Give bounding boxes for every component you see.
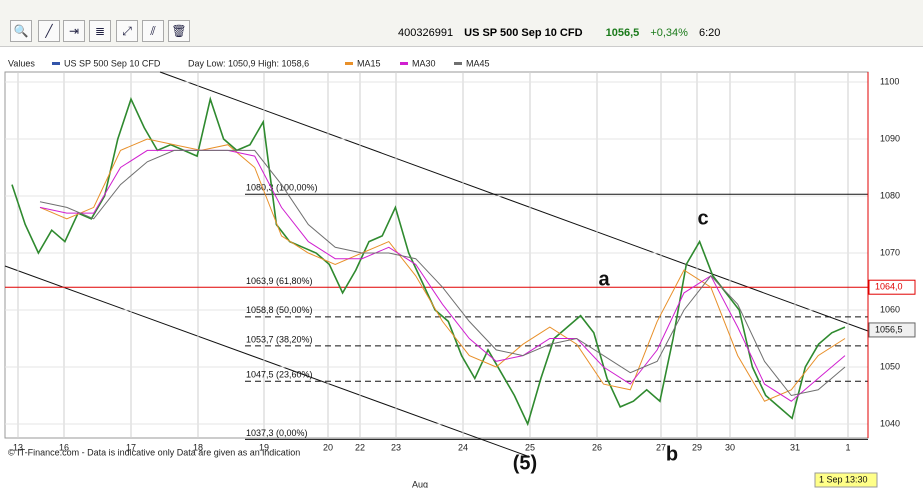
legend-entry: US SP 500 Sep 10 CFD <box>64 58 161 68</box>
y-tick-label: 1060 <box>880 304 900 314</box>
x-tick-label: 29 <box>692 442 702 452</box>
legend-swatch <box>345 62 353 65</box>
x-tick-label: 19 <box>259 442 269 452</box>
x-tick-label: 18 <box>193 442 203 452</box>
last-price-tag <box>868 322 916 338</box>
fib-label: 1063,9 (61,80%) <box>246 276 313 286</box>
x-tick-label: 24 <box>458 442 468 452</box>
x-tick-label: 26 <box>592 442 602 452</box>
x-tick-label: 23 <box>391 442 401 452</box>
trend-line-upper <box>159 71 869 332</box>
instrument: US SP 500 Sep 10 CFD <box>464 27 583 39</box>
time: 6:20 <box>699 27 721 39</box>
y-tick-label: 1080 <box>880 190 900 200</box>
x-tick-label: 17 <box>126 442 136 452</box>
price-tag <box>868 279 916 295</box>
zoom-button[interactable]: 🔍 <box>10 20 32 42</box>
x-tick-label: 22 <box>355 442 365 452</box>
y-tick-label: 1100 <box>880 76 899 86</box>
hline-tool[interactable]: ⇥ <box>63 20 85 42</box>
fib-tool[interactable]: ≣ <box>89 20 111 42</box>
toolbar: 🔍 ╱ ⇥ ≣ ⤢ ⫽ 🗑 400326991 US SP 500 Sep 10… <box>0 0 923 47</box>
x-tick-label: 16 <box>59 442 69 452</box>
x-tick-label: 20 <box>323 442 333 452</box>
x-tick-label: 27 <box>656 442 666 452</box>
legend-entry: MA45 <box>466 58 490 68</box>
header: 400326991 US SP 500 Sep 10 CFD 1056,5 +0… <box>398 27 728 39</box>
x-tick-label: 30 <box>725 442 735 452</box>
chart: 13 16 17 18 19 20 22 23 24 25 26 27 29 30 31 1 Aug 1040 10… <box>4 58 916 488</box>
fib-label: 1053,7 (38,20%) <box>246 334 313 344</box>
wave-label: b <box>666 443 678 465</box>
x-month-label: Aug <box>412 479 428 488</box>
code: 400326991 <box>398 27 454 39</box>
y-tick-label: 1070 <box>880 247 900 257</box>
price: 1056,5 <box>605 27 640 39</box>
price-tag-label: 1064,0 <box>875 282 903 292</box>
footer: © IT-Finance.com - Data is indicative on… <box>8 447 300 457</box>
parallel-tool[interactable]: ⫽ <box>142 20 164 42</box>
x-tick-label: 1 <box>845 442 850 452</box>
ma-line <box>39 149 846 397</box>
legend-day-range: Day Low: 1050,9 High: 1058,6 <box>188 58 309 68</box>
y-tick-label: 1090 <box>880 133 900 143</box>
legend-swatch <box>52 62 60 65</box>
x-tick-label: 31 <box>790 442 800 452</box>
wave-label: c <box>697 207 708 229</box>
ma-line <box>39 138 846 402</box>
line-tool[interactable]: ╱ <box>38 20 60 42</box>
wave-label: (5) <box>513 452 537 474</box>
x-tick-label: 25 <box>525 442 535 452</box>
fib-label: 1058,8 (50,00%) <box>246 305 313 315</box>
y-tick-label: 1050 <box>880 361 900 371</box>
last-price-label: 1056,5 <box>875 324 903 334</box>
delete-button[interactable]: 🗑 <box>168 20 190 42</box>
x-tick-label: 13 <box>13 442 23 452</box>
legend-swatch <box>454 62 462 65</box>
fib-label: 1080,3 (100,00%) <box>246 183 318 193</box>
channel-tool[interactable]: ⤢ <box>116 20 138 42</box>
last-time-label: 1 Sep 13:30 <box>819 474 868 484</box>
wave-label: a <box>598 268 610 290</box>
legend-entry: MA30 <box>412 58 436 68</box>
legend-title: Values <box>8 58 35 68</box>
change: +0,34% <box>650 27 688 39</box>
y-tick-label: 1040 <box>880 418 900 428</box>
price-line-series <box>11 96 846 427</box>
trend-line-lower <box>4 265 531 458</box>
last-time-tag <box>814 472 878 488</box>
legend-swatch <box>400 62 408 65</box>
fib-label: 1037,3 (0,00%) <box>246 428 308 438</box>
legend-entry: MA15 <box>357 58 381 68</box>
plot-frame <box>4 71 869 439</box>
fib-label: 1047,5 (23,60%) <box>246 370 313 380</box>
